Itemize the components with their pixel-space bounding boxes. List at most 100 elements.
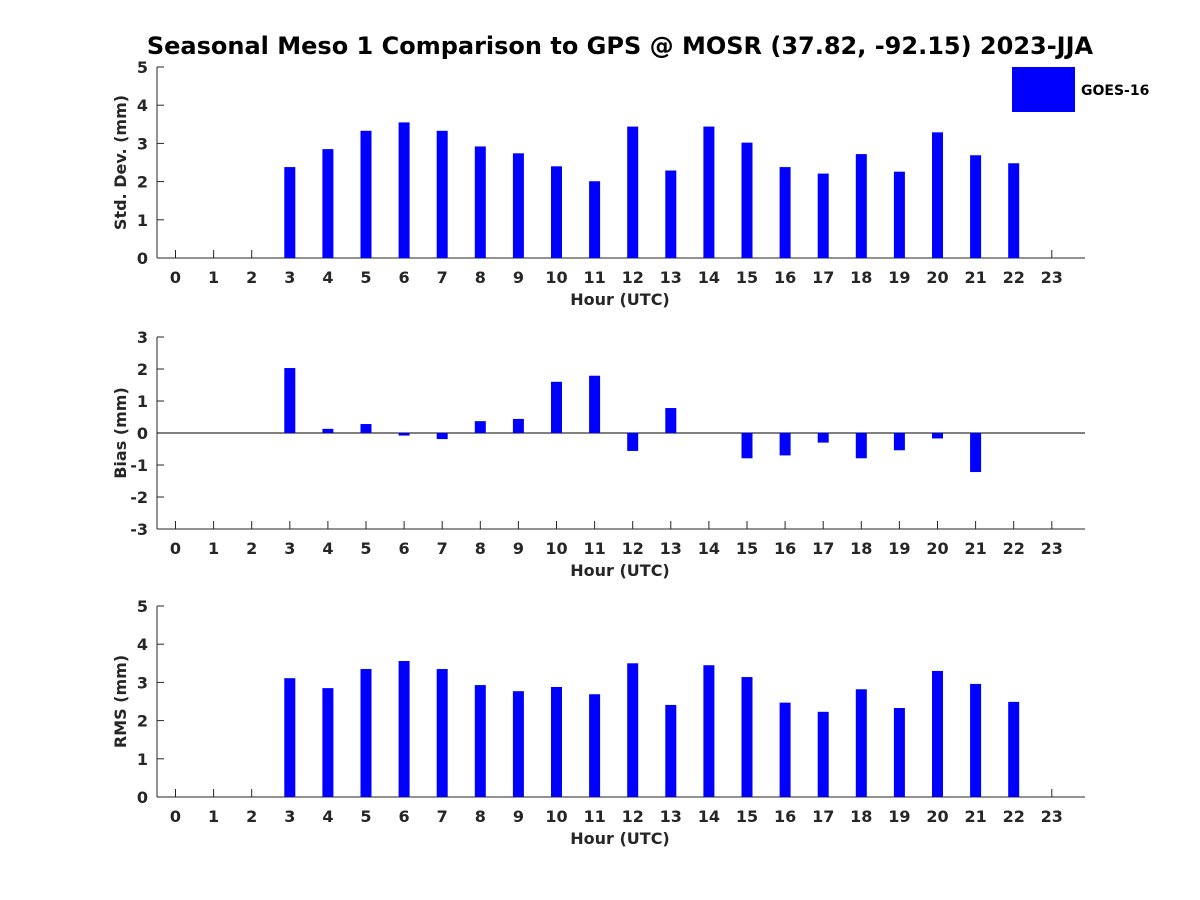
x-tick-label: 5 <box>360 539 371 558</box>
x-tick-label: 3 <box>284 268 295 287</box>
x-tick-label: 11 <box>583 539 605 558</box>
y-tick-label: -1 <box>130 456 148 475</box>
x-tick-label: 8 <box>475 268 486 287</box>
x-tick-label: 10 <box>545 807 567 826</box>
bar <box>741 677 753 797</box>
bar <box>589 694 601 797</box>
y-tick-label: 1 <box>137 211 148 230</box>
bar <box>855 433 867 459</box>
x-tick-label: 14 <box>698 807 720 826</box>
bar <box>970 683 982 797</box>
x-tick-label: 8 <box>475 539 486 558</box>
x-tick-label: 20 <box>926 807 948 826</box>
bar <box>932 433 943 439</box>
bar <box>436 669 448 797</box>
x-tick-label: 21 <box>964 268 986 287</box>
bar <box>398 661 410 797</box>
x-tick-label: 18 <box>850 807 872 826</box>
bar <box>893 433 905 451</box>
x-tick-label: 10 <box>545 539 567 558</box>
y-axis-label: Bias (mm) <box>111 387 130 479</box>
y-tick-label: 4 <box>137 96 148 115</box>
x-tick-label: 15 <box>736 268 758 287</box>
x-tick-label: 16 <box>774 807 796 826</box>
x-axis-label: Hour (UTC) <box>570 829 670 848</box>
x-tick-label: 10 <box>545 268 567 287</box>
bar <box>779 433 791 456</box>
bar <box>932 132 943 258</box>
bar <box>817 711 829 797</box>
bar <box>551 166 562 258</box>
bar <box>1008 701 1020 797</box>
x-tick-label: 13 <box>660 268 682 287</box>
x-tick-label: 0 <box>170 268 181 287</box>
x-tick-label: 1 <box>208 268 219 287</box>
bar <box>665 408 677 433</box>
legend-swatch <box>1012 67 1075 112</box>
x-tick-label: 7 <box>437 539 448 558</box>
x-tick-label: 12 <box>622 807 644 826</box>
x-tick-label: 2 <box>246 268 257 287</box>
bar <box>970 433 982 473</box>
bar <box>589 375 601 433</box>
bar <box>932 670 943 797</box>
bar <box>284 678 296 797</box>
x-tick-label: 9 <box>513 268 524 287</box>
bar <box>360 669 372 797</box>
bar <box>741 142 753 258</box>
x-tick-label: 21 <box>964 807 986 826</box>
bar <box>970 155 982 258</box>
y-axis-label: RMS (mm) <box>111 655 130 748</box>
x-tick-label: 5 <box>360 268 371 287</box>
bar <box>627 433 639 451</box>
x-tick-label: 4 <box>322 268 333 287</box>
legend: GOES-16 <box>1012 67 1149 112</box>
x-tick-label: 17 <box>812 807 834 826</box>
x-tick-label: 11 <box>583 268 605 287</box>
bar <box>360 424 372 433</box>
y-tick-label: 1 <box>137 392 148 411</box>
y-tick-label: 2 <box>137 360 148 379</box>
y-tick-label: -2 <box>130 488 148 507</box>
bar <box>360 130 372 258</box>
bar <box>779 167 791 258</box>
y-tick-label: 0 <box>137 424 148 443</box>
x-tick-label: 11 <box>583 807 605 826</box>
x-tick-label: 6 <box>399 268 410 287</box>
bar <box>703 126 715 258</box>
x-tick-label: 3 <box>284 539 295 558</box>
bar <box>284 368 296 433</box>
x-tick-label: 14 <box>698 539 720 558</box>
x-tick-label: 2 <box>246 539 257 558</box>
bar <box>322 428 334 433</box>
x-tick-label: 22 <box>1003 539 1025 558</box>
x-tick-label: 2 <box>246 807 257 826</box>
bar <box>398 433 410 436</box>
bar <box>436 130 448 258</box>
x-tick-label: 1 <box>208 539 219 558</box>
bar <box>398 122 410 258</box>
y-tick-label: 5 <box>137 597 148 616</box>
bar <box>779 702 791 797</box>
bar <box>474 146 486 258</box>
bar <box>474 421 486 433</box>
x-tick-label: 23 <box>1041 539 1063 558</box>
x-tick-label: 20 <box>926 268 948 287</box>
x-tick-label: 12 <box>622 268 644 287</box>
x-tick-label: 16 <box>774 268 796 287</box>
x-tick-label: 18 <box>850 268 872 287</box>
x-tick-label: 3 <box>284 807 295 826</box>
x-tick-label: 1 <box>208 807 219 826</box>
x-tick-label: 23 <box>1041 268 1063 287</box>
x-tick-label: 0 <box>170 807 181 826</box>
bar <box>855 689 867 797</box>
bar <box>512 691 524 797</box>
y-tick-label: 0 <box>137 249 148 268</box>
legend-label: GOES-16 <box>1081 83 1149 99</box>
bar <box>817 173 829 258</box>
x-tick-label: 18 <box>850 539 872 558</box>
x-tick-label: 19 <box>888 268 910 287</box>
y-tick-label: -3 <box>130 520 148 539</box>
